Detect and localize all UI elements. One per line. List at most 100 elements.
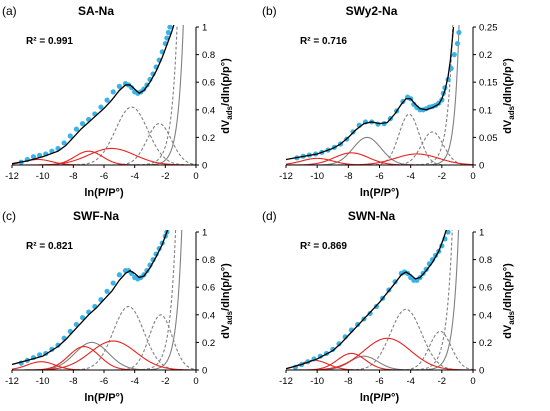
panel-label: (d): [262, 209, 277, 223]
x-tick-label: -2: [438, 171, 446, 182]
gray-component-curve: [12, 106, 196, 165]
x-tick-label: -10: [36, 171, 50, 182]
y-tick-label: 0.2: [202, 133, 215, 144]
panel-title: SWN-Na: [348, 209, 396, 223]
x-tick-label: -2: [438, 376, 446, 387]
y-axis-label: dVads/dln(p/p°): [502, 58, 516, 134]
y-tick-label: 0: [479, 161, 484, 172]
gray-component-curve: [12, 230, 183, 370]
measured-point: [167, 25, 173, 30]
y-axis-label: dVads/dln(p/p°): [220, 263, 234, 339]
measured-point: [451, 52, 457, 58]
fit-curve: [12, 25, 175, 165]
measured-point: [445, 230, 451, 235]
x-tick-label: -10: [310, 171, 324, 182]
x-tick-label: -2: [161, 376, 169, 387]
y-tick-label: 0.2: [479, 50, 492, 61]
r2-label: R² = 0.821: [26, 241, 73, 252]
gray-component-curve: [286, 136, 473, 165]
panel-b: -12 -10 -8 -6 -4 -2 00 0.05 0.1 0.15 0.2 0.25 ln(P/P…: [262, 4, 516, 199]
y-tick-label: 0.8: [479, 255, 492, 266]
red-component-curve: [12, 361, 196, 370]
y-tick-label: 0.6: [479, 283, 492, 294]
x-tick-label: -6: [375, 376, 383, 387]
measured-point: [166, 230, 170, 231]
r2-label: R² = 0.991: [26, 36, 73, 47]
x-tick-label: 0: [470, 376, 475, 387]
y-tick-label: 0.1: [479, 105, 492, 116]
y-tick-label: 1: [202, 228, 207, 239]
y-tick-label: 0.4: [202, 310, 215, 321]
plot-area: [286, 25, 473, 165]
measured-point: [456, 29, 462, 36]
red-component-curve: [286, 153, 473, 165]
y-tick-label: 0.2: [479, 338, 492, 349]
plot-area: [286, 223, 473, 370]
gray-component-curve: [286, 131, 473, 165]
red-component-curve: [286, 337, 473, 370]
r2-label: R² = 0.869: [300, 241, 347, 252]
gray-component-curve: [12, 25, 184, 165]
measured-point: [98, 104, 104, 110]
measured-point: [73, 126, 79, 132]
y-tick-label: 0.25: [479, 23, 498, 34]
x-tick-label: -10: [36, 376, 50, 387]
measured-point: [79, 314, 86, 321]
measured-point: [30, 154, 37, 160]
x-axis-label: ln(P/P°): [360, 187, 400, 199]
y-tick-label: 1: [479, 228, 484, 239]
panel-c: -12 -10 -8 -6 -4 -2 00 0.2 0.4 0.6 0.8 1 ln(P/P°) dVa…: [2, 209, 234, 404]
x-tick-label: -6: [100, 171, 108, 182]
x-axis-label: ln(P/P°): [360, 392, 400, 404]
x-tick-label: -12: [279, 171, 293, 182]
x-tick-label: -6: [375, 171, 383, 182]
gray-component-curve: [12, 123, 196, 165]
gray-component-curve: [286, 330, 473, 370]
panel-title: SWF-Na: [73, 209, 119, 223]
x-axis-label: ln(P/P°): [84, 392, 124, 404]
measured-point: [129, 85, 135, 91]
x-tick-label: -4: [130, 171, 138, 182]
fit-curve: [286, 26, 455, 161]
x-tick-label: -4: [130, 376, 138, 387]
x-tick-label: -8: [69, 171, 77, 182]
x-tick-label: 0: [193, 171, 198, 182]
red-component-curve: [286, 152, 473, 165]
measured-point: [110, 280, 116, 286]
y-tick-label: 0: [202, 161, 207, 172]
y-tick-label: 0.8: [202, 255, 215, 266]
measured-point: [55, 342, 61, 348]
y-axis-label: dVads/dln(p/p°): [220, 58, 234, 134]
fit-curve: [12, 230, 169, 366]
measured-point: [104, 288, 110, 294]
y-axis-label: dVads/dln(p/p°): [502, 263, 516, 339]
panel-label: (b): [262, 4, 277, 18]
measured-point: [170, 13, 175, 18]
red-component-curve: [286, 359, 473, 370]
measured-point: [67, 133, 73, 139]
x-tick-label: -6: [100, 376, 108, 387]
panel-label: (c): [2, 209, 16, 223]
y-tick-label: 0: [479, 366, 484, 377]
x-tick-label: -4: [406, 171, 414, 182]
measured-point: [454, 40, 461, 47]
x-tick-label: 0: [470, 171, 475, 182]
x-tick-label: -8: [344, 171, 352, 182]
measured-point: [449, 223, 454, 228]
x-tick-label: -8: [344, 376, 352, 387]
y-tick-label: 0: [202, 366, 207, 377]
measured-point: [355, 321, 361, 328]
measured-point: [116, 272, 122, 278]
x-tick-label: -12: [5, 376, 19, 387]
x-tick-label: -12: [5, 171, 19, 182]
measured-point: [110, 89, 116, 95]
measured-point: [367, 310, 373, 317]
x-tick-label: -8: [69, 376, 77, 387]
plot-area: [12, 13, 196, 165]
measured-point: [61, 140, 67, 146]
y-tick-label: 0.6: [202, 78, 215, 89]
panel-a: -12 -10 -8 -6 -4 -2 00 0.2 0.4 0.6 0.8 1 ln(P/P°) dVa…: [2, 4, 234, 199]
measured-point: [169, 216, 174, 221]
x-tick-label: -2: [161, 171, 169, 182]
